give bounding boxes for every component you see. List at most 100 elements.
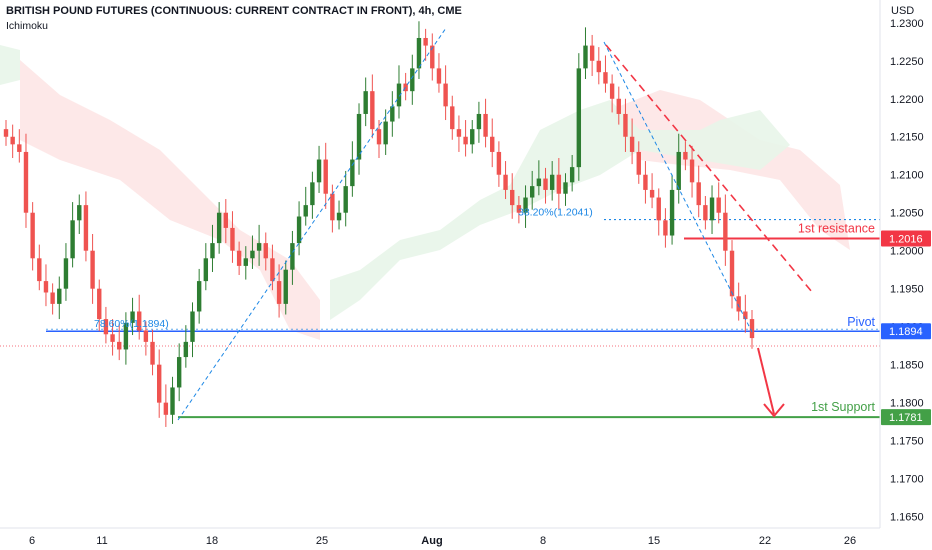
candle-body bbox=[523, 197, 528, 213]
price-badges: 1.2016 1.1894 1.1781 bbox=[881, 230, 931, 426]
time-tick-label: 15 bbox=[648, 535, 660, 547]
price-tick-label: 1.2300 bbox=[890, 18, 924, 30]
candle-body bbox=[263, 243, 268, 259]
price-badge bbox=[881, 409, 931, 426]
candle-body bbox=[669, 189, 675, 236]
candle-body bbox=[616, 98, 621, 114]
candle-body bbox=[370, 91, 375, 130]
candle-body bbox=[303, 205, 308, 217]
annotations: 78.60%(1.1894) 38.20%(1.2041) 1st resistan… bbox=[94, 27, 876, 421]
candle-body bbox=[350, 159, 355, 187]
candle-body bbox=[230, 227, 235, 251]
candle-body bbox=[723, 212, 728, 251]
candle-body bbox=[583, 45, 588, 69]
candle-body bbox=[603, 72, 608, 84]
candle-body bbox=[77, 205, 82, 221]
candle-body bbox=[643, 174, 648, 190]
time-tick-label: 11 bbox=[96, 535, 107, 547]
time-tick-label: 22 bbox=[759, 535, 771, 547]
candle-body bbox=[323, 159, 328, 194]
candle-body bbox=[490, 136, 495, 152]
candle-body bbox=[43, 281, 49, 293]
candle-body bbox=[83, 205, 89, 251]
chart-title: BRITISH POUND FUTURES (CONTINUOUS: CURRE… bbox=[6, 5, 462, 17]
candle-body bbox=[250, 250, 255, 259]
candle-body bbox=[376, 129, 382, 145]
candle-body bbox=[10, 136, 15, 145]
price-tick-label: 1.2050 bbox=[890, 208, 924, 220]
price-tick-label: 1.2000 bbox=[890, 246, 924, 258]
candle-body bbox=[676, 151, 681, 190]
candle-body bbox=[17, 144, 22, 152]
price-axis-bg bbox=[880, 0, 932, 550]
price-tick-label: 1.2100 bbox=[890, 170, 924, 182]
candle-body bbox=[336, 212, 342, 221]
candle-body bbox=[156, 364, 162, 403]
candle-body bbox=[463, 136, 468, 145]
candle-body bbox=[423, 37, 428, 46]
candle-body bbox=[716, 197, 721, 213]
candle-body bbox=[629, 136, 635, 152]
candle-body bbox=[390, 106, 395, 122]
candle-body bbox=[203, 258, 209, 282]
ichimoku-cloud bbox=[0, 45, 850, 340]
candle-body bbox=[183, 341, 189, 358]
candle-body bbox=[223, 212, 229, 228]
candle-body bbox=[543, 178, 548, 190]
pivot-label: Pivot bbox=[847, 315, 875, 329]
price-badge bbox=[881, 323, 931, 340]
fib-382-label: 38.20%(1.2041) bbox=[518, 207, 593, 219]
fib-leg-up bbox=[177, 27, 447, 421]
candle-body bbox=[623, 113, 628, 137]
price-tick-label: 1.1950 bbox=[890, 284, 924, 296]
price-badge-label: 1.1781 bbox=[889, 412, 923, 424]
candle-body bbox=[150, 341, 155, 365]
candle-body bbox=[90, 250, 95, 289]
candle-body bbox=[363, 91, 368, 114]
candle-body bbox=[130, 311, 135, 323]
candle-body bbox=[529, 186, 535, 198]
candle-body bbox=[410, 68, 415, 92]
candle-body bbox=[703, 205, 708, 221]
candle-body bbox=[310, 182, 315, 206]
currency-label: USD bbox=[891, 5, 914, 17]
bearish-cloud bbox=[20, 60, 320, 340]
candle-body bbox=[316, 159, 322, 183]
candle-body bbox=[270, 258, 275, 282]
candle-body bbox=[123, 322, 129, 350]
time-tick-label: 25 bbox=[316, 535, 328, 547]
candle-body bbox=[563, 182, 568, 194]
price-tick-label: 1.1750 bbox=[890, 436, 924, 448]
candle-body bbox=[503, 174, 508, 190]
time-axis[interactable]: 6 11 18 25 Aug 8 15 22 26 bbox=[29, 535, 856, 547]
candle-body bbox=[216, 212, 222, 244]
candle-body bbox=[709, 197, 715, 221]
candle-body bbox=[110, 334, 115, 342]
candle-body bbox=[170, 387, 175, 415]
candle-body bbox=[330, 193, 335, 221]
candle-body bbox=[163, 402, 169, 415]
candle-body bbox=[196, 281, 202, 312]
candle-body bbox=[609, 83, 615, 99]
candle-body bbox=[190, 311, 195, 342]
candle-body bbox=[210, 243, 215, 259]
candle-body bbox=[516, 205, 522, 213]
price-badge-label: 1.2016 bbox=[889, 234, 923, 246]
candle-body bbox=[343, 186, 348, 213]
support-label: 1st Support bbox=[811, 400, 875, 414]
descending-trendline bbox=[605, 44, 813, 293]
candle-body bbox=[569, 167, 575, 183]
candle-body bbox=[510, 189, 515, 206]
resistance-label: 1st resistance bbox=[798, 222, 875, 236]
candle-body bbox=[143, 330, 149, 342]
candle-body bbox=[256, 243, 262, 251]
price-tick-label: 1.1850 bbox=[890, 360, 924, 372]
candle-body bbox=[50, 292, 55, 304]
candle-body bbox=[743, 311, 748, 320]
time-tick-label: Aug bbox=[421, 535, 442, 547]
candle-body bbox=[736, 296, 741, 312]
candle-body bbox=[57, 288, 62, 304]
price-badge-label: 1.1894 bbox=[889, 326, 923, 338]
candle-body bbox=[276, 281, 282, 304]
